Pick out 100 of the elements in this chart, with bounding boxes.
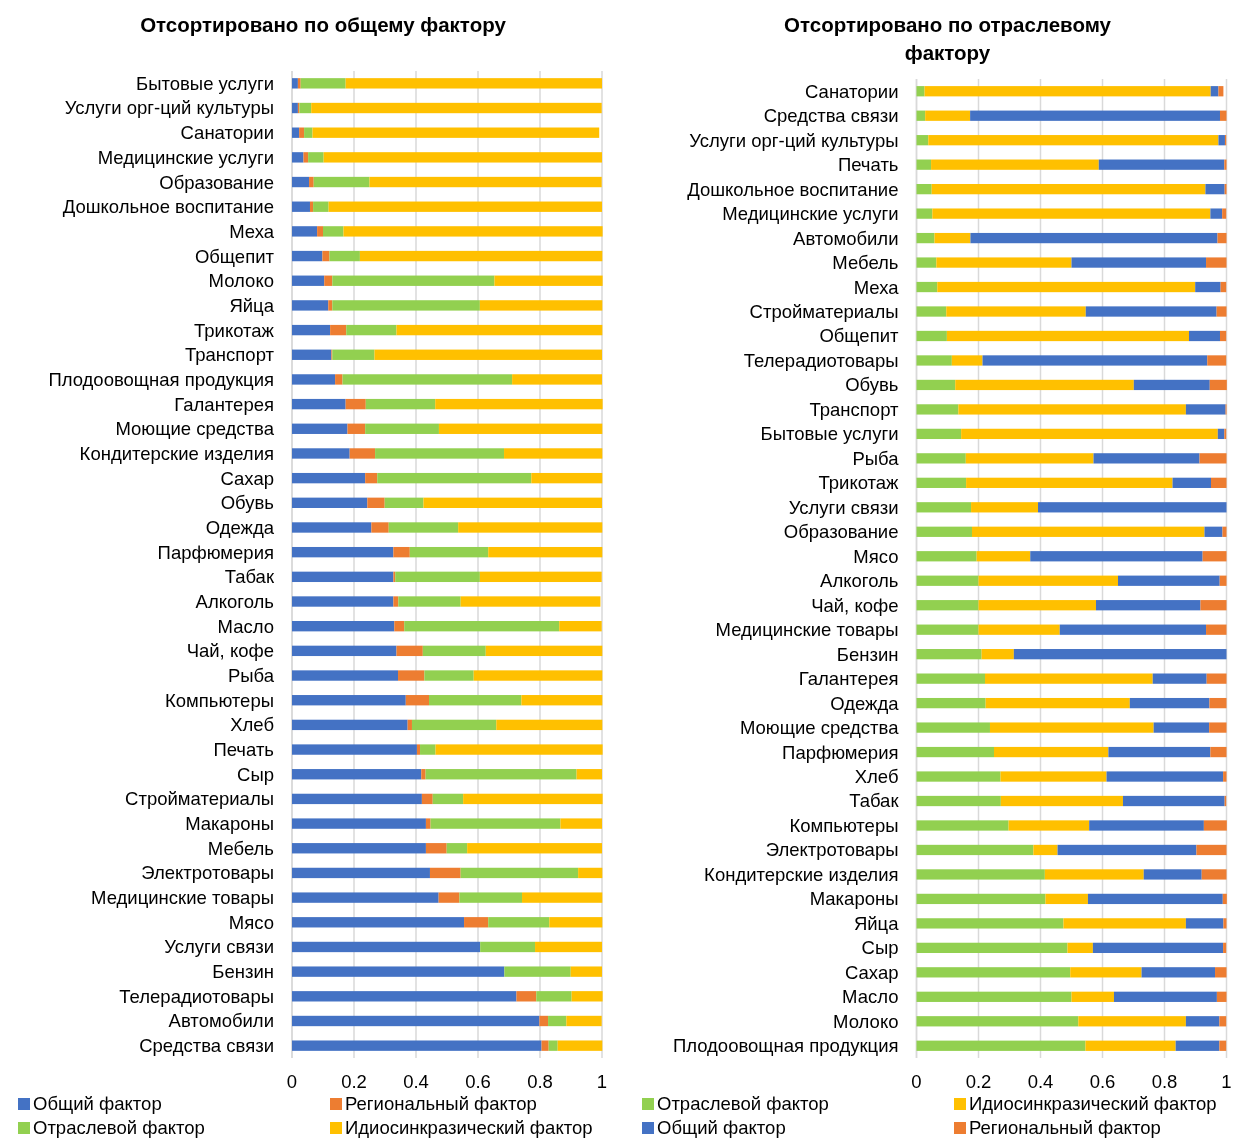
y-tick-label: Галантерея [174,393,274,415]
x-tick-label: 0.2 [965,1071,992,1092]
x-tick-label: 0 [286,1071,298,1092]
y-tick-label: Сыр [861,937,899,959]
y-tick-label: Дошкольное воспитание [687,178,899,200]
y-tick-label: Кондитерские изделия [79,442,274,464]
y-tick-label: Общепит [194,245,275,267]
y-tick-label: Сыр [237,763,274,785]
y-tick-label: Электротовары [765,839,899,861]
y-tick-label: Галантерея [798,668,899,690]
chart-title: Отсортировано по отраслевому фактору [784,13,1112,64]
y-tick-label: Чай, кофе [186,640,274,662]
legend-label: Общий фактор [657,1117,786,1139]
y-tick-label: Моющие средства [739,717,900,739]
y-tick-label: Образование [783,521,899,543]
x-tick-label: 0.2 [341,1071,367,1092]
y-tick-label: Санатории [180,122,274,144]
y-tick-label: Транспорт [185,344,275,366]
x-tick-label: 0 [911,1071,922,1092]
y-tick-label: Мебель [832,252,899,274]
y-tick-label: Хлеб [854,766,899,788]
y-tick-label: Одежда [830,692,900,714]
y-tick-label: Меха [229,220,275,242]
y-tick-label: Хлеб [230,714,274,736]
x-tick-label: 1 [596,1071,608,1092]
y-tick-label: Печать [837,154,899,176]
y-tick-label: Мебель [207,837,274,859]
y-tick-label: Автомобили [793,227,899,249]
y-tick-label: Телерадиотовары [119,985,274,1007]
y-tick-label: Макароны [185,813,274,835]
y-tick-label: Молоко [833,1010,899,1032]
y-tick-label: Обувь [845,374,899,396]
y-tick-label: Масло [217,615,274,637]
x-tick-label: 0.6 [1089,1071,1116,1092]
legend-label: Региональный фактор [345,1093,537,1115]
legend-label: Отраслевой фактор [33,1117,205,1139]
legend-label: Отраслевой фактор [657,1093,829,1115]
chart-title: Отсортировано по общему фактору [140,13,507,36]
y-tick-label: Чай, кофе [811,594,899,616]
y-tick-label: Мясо [228,911,274,933]
x-tick-label: 0.8 [527,1071,553,1092]
x-tick-label: 0.8 [1151,1071,1178,1092]
y-tick-label: Одежда [205,516,275,538]
y-tick-label: Яйца [853,912,900,934]
y-tick-label: Кондитерские изделия [704,863,899,885]
y-tick-label: Рыба [852,447,900,469]
y-tick-label: Медицинские товары [91,887,274,909]
y-tick-label: Трикотаж [194,319,275,341]
y-tick-label: Плодоовощная продукция [48,368,274,390]
y-tick-label: Автомобили [168,1010,274,1032]
y-tick-label: Моющие средства [115,418,275,440]
y-tick-label: Общепит [819,325,900,347]
y-tick-label: Стройматериалы [125,788,274,810]
y-tick-label: Бензин [836,643,899,665]
y-tick-label: Бензин [212,961,274,983]
y-tick-label: Средства связи [139,1035,274,1057]
y-tick-label: Телерадиотовары [743,349,899,371]
y-tick-label: Парфюмерия [157,541,274,563]
y-tick-label: Трикотаж [818,472,900,494]
y-tick-label: Средства связи [763,105,899,127]
y-tick-label: Санатории [805,80,899,102]
y-tick-label: Печать [213,739,274,761]
y-tick-label: Компьютеры [789,814,899,836]
y-tick-label: Транспорт [809,398,900,420]
y-tick-label: Табак [849,790,900,812]
legend-label: Общий фактор [33,1093,162,1115]
x-tick-label: 0.4 [403,1071,429,1092]
y-tick-label: Бытовые услуги [136,72,274,94]
x-tick-label: 1 [1221,1071,1232,1092]
y-tick-label: Медицинские товары [715,619,899,641]
y-tick-label: Стройматериалы [749,300,899,322]
y-tick-label: Услуги связи [164,936,274,958]
y-tick-label: Дошкольное воспитание [62,196,274,218]
y-tick-label: Масло [842,986,899,1008]
legend-label: Идиосинкразический фактор [345,1117,593,1139]
y-tick-label: Яйца [229,294,275,316]
x-tick-label: 0.6 [465,1071,491,1092]
y-tick-label: Парфюмерия [782,741,899,763]
y-tick-label: Сахар [845,961,899,983]
y-tick-label: Услуги орг-ций культуры [689,129,899,151]
legend-label: Региональный фактор [969,1117,1161,1139]
y-tick-label: Образование [159,171,274,193]
y-tick-label: Услуги орг-ций культуры [64,97,274,119]
y-tick-label: Молоко [208,270,274,292]
y-tick-label: Компьютеры [164,689,274,711]
legend-label: Идиосинкразический фактор [969,1093,1217,1115]
y-tick-label: Макароны [809,888,899,910]
y-tick-label: Электротовары [141,862,274,884]
y-tick-label: Бытовые услуги [760,423,899,445]
x-tick-label: 0.4 [1027,1071,1054,1092]
y-tick-label: Мясо [853,545,899,567]
y-tick-label: Алкоголь [820,570,899,592]
y-tick-label: Медицинские услуги [722,203,899,225]
y-tick-label: Медицинские услуги [97,146,274,168]
y-tick-label: Алкоголь [195,590,274,612]
y-tick-label: Обувь [220,492,274,514]
y-tick-label: Рыба [227,665,275,687]
y-tick-label: Меха [853,276,900,298]
y-tick-label: Табак [224,566,275,588]
y-tick-label: Сахар [220,467,274,489]
